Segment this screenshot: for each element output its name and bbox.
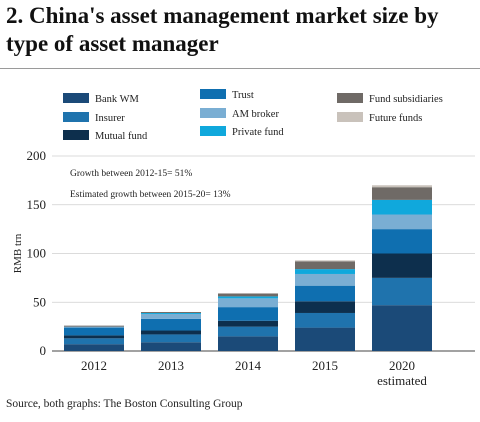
bar-segment <box>141 330 201 335</box>
legend-swatch <box>200 108 226 118</box>
bar-segment <box>141 312 201 314</box>
bar-segment <box>295 312 355 328</box>
bar-segment <box>141 313 201 319</box>
bar-segment <box>372 277 432 306</box>
legend-label: Private fund <box>232 127 284 138</box>
bar-segment <box>218 326 278 337</box>
bar-segment <box>141 334 201 343</box>
bar-segment <box>372 214 432 230</box>
bar-segment <box>218 336 278 351</box>
y-tick-label: 200 <box>27 148 47 163</box>
growth-annotation: Estimated growth between 2015-20= 13% <box>70 190 231 200</box>
bar-segment <box>295 285 355 302</box>
bar-segment <box>218 296 278 299</box>
bar-segment <box>372 199 432 215</box>
bar-segment <box>64 344 124 351</box>
legend-label: Fund subsidiaries <box>369 94 443 105</box>
legend-label: Insurer <box>95 113 125 124</box>
bar-segment <box>141 312 201 313</box>
legend-swatch <box>337 112 363 122</box>
x-tick-label: 2013 <box>158 358 184 373</box>
legend-swatch <box>63 112 89 122</box>
legend-label: Bank WM <box>95 94 140 105</box>
bar-segment <box>218 307 278 321</box>
bar-segment <box>218 298 278 308</box>
bar-segment <box>295 327 355 351</box>
y-tick-label: 100 <box>27 246 47 261</box>
bar-segment <box>218 320 278 327</box>
bar-segment <box>372 187 432 200</box>
bar-segment <box>295 301 355 313</box>
legend-swatch <box>200 126 226 136</box>
y-tick-label: 0 <box>40 343 47 358</box>
y-axis-title: RMB trn <box>12 233 24 273</box>
bar-segment <box>372 253 432 278</box>
title-divider <box>0 68 480 69</box>
legend-label: Future funds <box>369 113 422 124</box>
legend-swatch <box>200 89 226 99</box>
chart-title: 2. China's asset management market size … <box>6 3 439 56</box>
y-tick-label: 50 <box>33 294 46 309</box>
x-tick-label: 2015 <box>312 358 338 373</box>
bar-segment <box>295 260 355 262</box>
legend-swatch <box>337 93 363 103</box>
x-tick-label: 2020 estimated <box>377 358 427 388</box>
bar-segment <box>295 273 355 286</box>
source-note: Source, both graphs: The Boston Consulti… <box>6 398 243 410</box>
bar-segment <box>64 325 124 327</box>
bar-segment <box>372 305 432 351</box>
bar-segment <box>64 326 124 328</box>
bar-segment <box>64 338 124 345</box>
legend-label: Mutual fund <box>95 131 148 142</box>
bar-segment <box>64 327 124 336</box>
legend-label: AM broker <box>232 109 279 120</box>
growth-annotation: Growth between 2012-15= 51% <box>70 169 192 179</box>
legend-swatch <box>63 93 89 103</box>
legend-label: Trust <box>232 90 254 101</box>
x-tick-label: 2012 <box>81 358 107 373</box>
bar-segment <box>295 269 355 274</box>
bar-segment <box>141 342 201 351</box>
bar-segment <box>372 229 432 254</box>
bar-segment <box>372 185 432 188</box>
bar-segment <box>64 335 124 339</box>
x-tick-label: 2014 <box>235 358 262 373</box>
bar-segment <box>218 293 278 297</box>
bar-segment <box>141 318 201 331</box>
legend-swatch <box>63 130 89 140</box>
stacked-bar-chart: 0 50 100 150 200 RMB trn 2012 2013 2014 2015 2020 e… <box>12 89 475 388</box>
y-tick-label: 150 <box>27 197 47 212</box>
bar-segment <box>295 261 355 270</box>
